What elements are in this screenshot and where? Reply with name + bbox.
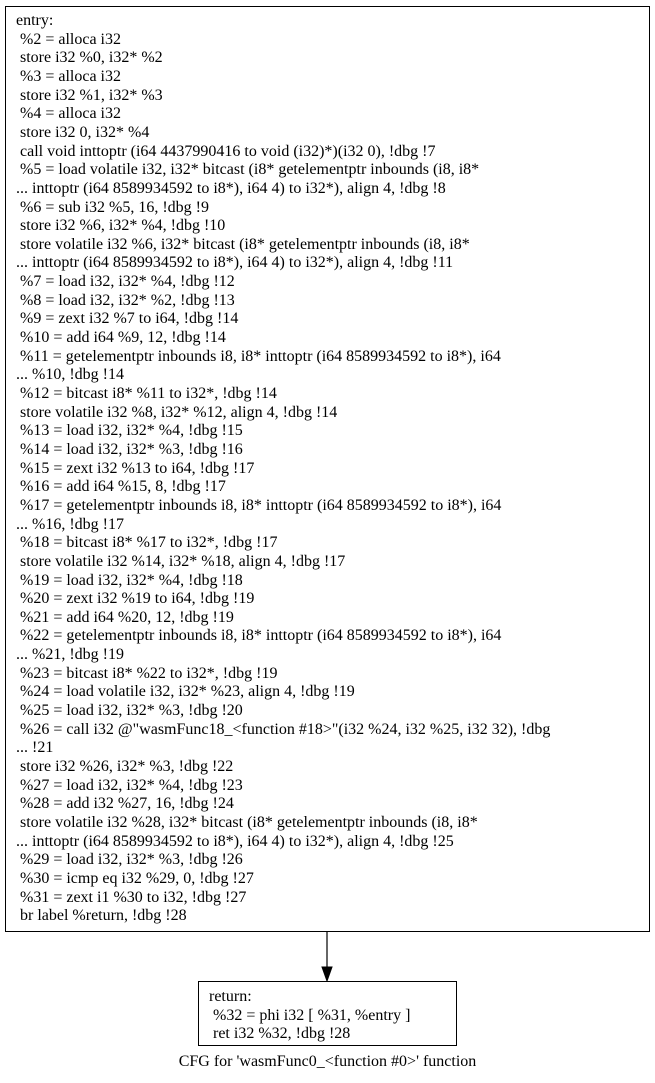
instruction-line: store volatile i32 %14, i32* %18, align … [16, 552, 346, 570]
instruction-line: %12 = bitcast i8* %11 to i32*, !dbg !14 [16, 385, 277, 402]
instruction-line: %16 = add i64 %15, 8, !dbg !17 [16, 478, 226, 496]
instruction-line: store i32 %26, i32* %3, !dbg !22 [16, 758, 234, 775]
instruction-line: ... inttoptr (i64 8589934592 to i8*), i6… [16, 254, 454, 272]
instruction-line: %8 = load i32, i32* %2, !dbg !13 [16, 291, 235, 309]
instruction-line: store i32 %6, i32* %4, !dbg !10 [16, 217, 226, 235]
instruction-line: call void inttoptr (i64 4437990416 to vo… [16, 142, 436, 160]
instruction-line: %24 = load volatile i32, i32* %23, align… [16, 683, 355, 701]
instruction-line: ret i32 %32, !dbg !28 [209, 1025, 351, 1043]
instruction-line: %4 = alloca i32 [16, 105, 121, 123]
instruction-line: store i32 0, i32* %4 [16, 123, 150, 141]
instruction-line: %17 = getelementptr inbounds i8, i8* int… [16, 496, 502, 514]
instruction-line: ... %21, !dbg !19 [16, 646, 124, 664]
instruction-line: %9 = zext i32 %7 to i64, !dbg !14 [16, 310, 239, 328]
instruction-line: %2 = alloca i32 [16, 30, 121, 48]
instruction-line: %22 = getelementptr inbounds i8, i8* int… [16, 627, 502, 645]
instruction-line: store i32 %0, i32* %2 [16, 49, 163, 67]
instruction-line: %27 = load i32, i32* %4, !dbg !23 [16, 776, 243, 794]
cfg-node-return: return: %32 = phi i32 [ %31, %entry ] re… [198, 981, 457, 1046]
instruction-line: %20 = zext i32 %19 to i64, !dbg !19 [16, 590, 255, 608]
instruction-line: store volatile i32 %8, i32* %12, align 4… [16, 403, 338, 421]
instruction-line: %11 = getelementptr inbounds i8, i8* int… [16, 347, 501, 365]
instruction-line: %6 = sub i32 %5, 16, !dbg !9 [16, 198, 210, 216]
block-label: return: [209, 988, 252, 1005]
edge-arrowhead [321, 966, 333, 983]
instruction-line: store volatile i32 %6, i32* bitcast (i8*… [16, 235, 470, 253]
instruction-line: %25 = load i32, i32* %3, !dbg !20 [16, 702, 243, 720]
instruction-line: br label %return, !dbg !28 [16, 907, 187, 925]
instruction-line: %23 = bitcast i8* %22 to i32*, !dbg !19 [16, 664, 278, 682]
instruction-line: store volatile i32 %28, i32* bitcast (i8… [16, 813, 478, 831]
instruction-line: %26 = call i32 @"wasmFunc18_<function #1… [16, 720, 551, 738]
instruction-line: %3 = alloca i32 [16, 67, 121, 85]
instruction-line: %29 = load i32, i32* %3, !dbg !26 [16, 851, 243, 869]
instruction-line: ... %10, !dbg !14 [16, 366, 124, 384]
cfg-node-entry: entry: %2 = alloca i32 store i32 %0, i32… [5, 6, 650, 932]
instruction-line: %7 = load i32, i32* %4, !dbg !12 [16, 273, 235, 291]
instruction-line: ... %16, !dbg !17 [16, 515, 124, 533]
instruction-line: %30 = icmp eq i32 %29, 0, !dbg !27 [16, 869, 254, 887]
instruction-line: ... inttoptr (i64 8589934592 to i8*), i6… [16, 832, 454, 850]
instruction-line: %10 = add i64 %9, 12, !dbg !14 [16, 329, 226, 347]
graph-title: CFG for 'wasmFunc0_<function #0>' functi… [178, 1053, 477, 1070]
instruction-line: %28 = add i32 %27, 16, !dbg !24 [16, 795, 234, 813]
instruction-line: %21 = add i64 %20, 12, !dbg !19 [16, 608, 234, 626]
instruction-line: ... !21 [16, 739, 54, 757]
instruction-line: %13 = load i32, i32* %4, !dbg !15 [16, 422, 243, 440]
instruction-line: %31 = zext i1 %30 to i32, !dbg !27 [16, 888, 247, 906]
instruction-line: %15 = zext i32 %13 to i64, !dbg !17 [16, 459, 255, 477]
instruction-line: %19 = load i32, i32* %4, !dbg !18 [16, 571, 243, 589]
instruction-line: %18 = bitcast i8* %17 to i32*, !dbg !17 [16, 534, 278, 552]
instruction-line: store i32 %1, i32* %3 [16, 86, 163, 104]
instruction-line: %5 = load volatile i32, i32* bitcast (i8… [16, 161, 480, 179]
instruction-line: %32 = phi i32 [ %31, %entry ] [209, 1006, 411, 1024]
instruction-line: %14 = load i32, i32* %3, !dbg !16 [16, 440, 243, 458]
instruction-line: ... inttoptr (i64 8589934592 to i8*), i6… [16, 179, 446, 197]
block-label: entry: [16, 12, 54, 29]
